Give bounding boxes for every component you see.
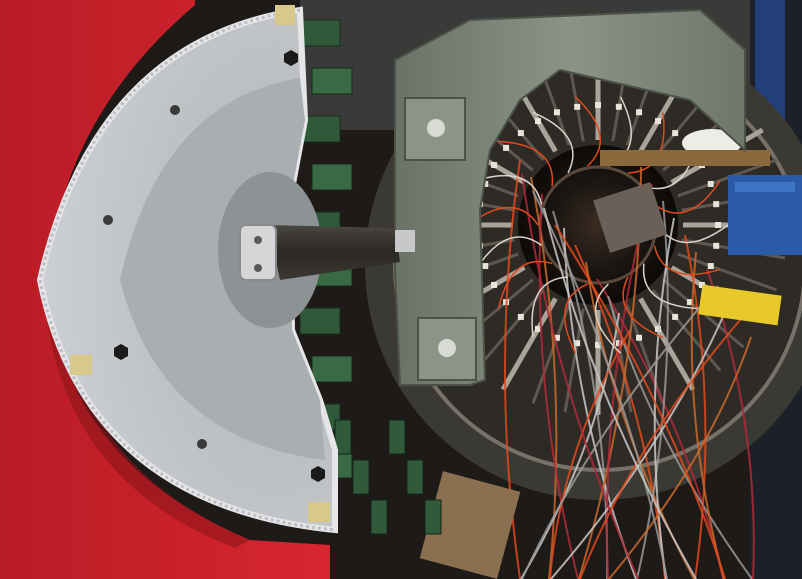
plate-bracket bbox=[275, 5, 295, 25]
red-frame-shadow bbox=[45, 300, 250, 548]
module-label-tag bbox=[535, 325, 541, 332]
beam-pipe bbox=[268, 225, 400, 280]
module-label-tag bbox=[686, 299, 693, 306]
plate-hex-nut bbox=[114, 344, 128, 360]
module-label-tag bbox=[517, 313, 524, 320]
beam-flange-bolt bbox=[254, 236, 262, 244]
module-label-tag bbox=[636, 334, 643, 341]
circuit-board bbox=[311, 163, 353, 191]
yellow-label bbox=[698, 284, 782, 326]
cable bbox=[521, 285, 719, 579]
radial-module bbox=[531, 304, 571, 405]
beam-end-cap bbox=[395, 230, 415, 252]
cable bbox=[563, 283, 588, 354]
blue-box-highlight bbox=[735, 182, 795, 192]
plate-bolt bbox=[197, 439, 207, 449]
cable bbox=[532, 111, 574, 174]
cable bbox=[653, 245, 721, 276]
radial-module bbox=[474, 289, 545, 372]
cable bbox=[653, 180, 721, 214]
cable bbox=[608, 336, 752, 579]
bottom-brass-block bbox=[419, 471, 521, 579]
cable bbox=[497, 260, 553, 309]
beam-flange-bolt bbox=[254, 264, 262, 272]
cable bbox=[579, 319, 741, 579]
module-label-tag bbox=[535, 118, 541, 125]
circuit-board bbox=[424, 499, 442, 535]
brass-support-beam bbox=[600, 150, 770, 166]
circuit-board bbox=[352, 459, 370, 495]
arm-top-bolt bbox=[427, 119, 445, 137]
module-label-tag bbox=[595, 102, 601, 108]
cable bbox=[532, 190, 668, 579]
cable bbox=[642, 263, 698, 310]
circuit-board bbox=[388, 419, 406, 455]
module-label-tag bbox=[574, 103, 581, 110]
module-label-tag bbox=[595, 342, 601, 348]
radial-module bbox=[677, 158, 778, 198]
module-label-tag bbox=[655, 118, 661, 125]
aluminum-foil-edge bbox=[38, 8, 336, 532]
circuit-board bbox=[311, 355, 353, 383]
red-frame bbox=[0, 0, 330, 579]
cable bbox=[538, 193, 579, 579]
circuit-board bbox=[299, 19, 341, 47]
plate-bolt bbox=[103, 215, 113, 225]
module-label-tag bbox=[698, 282, 705, 288]
arm-bottom-bolt bbox=[438, 339, 456, 357]
module-label-tag bbox=[713, 242, 720, 249]
circuit-board bbox=[370, 499, 388, 535]
cable bbox=[531, 276, 569, 338]
module-label-tag bbox=[615, 103, 622, 110]
brass-block bbox=[593, 182, 668, 253]
cable bbox=[622, 276, 664, 339]
module-label-tag bbox=[713, 201, 720, 208]
cable bbox=[520, 312, 620, 579]
gray-support-arm bbox=[394, 8, 746, 386]
plate-bracket bbox=[308, 502, 330, 522]
module-label-tag bbox=[517, 130, 524, 137]
cable bbox=[554, 224, 726, 579]
cable bbox=[498, 140, 554, 187]
module-label-tag bbox=[707, 180, 714, 187]
radial-module bbox=[500, 297, 558, 391]
module-label-tag bbox=[491, 162, 498, 168]
cable bbox=[543, 207, 697, 579]
cable bbox=[594, 283, 622, 354]
module-label-tag bbox=[672, 313, 679, 320]
cable bbox=[550, 302, 730, 579]
module-label-tag bbox=[574, 340, 581, 347]
beam-flange bbox=[239, 224, 277, 281]
module-label-tag bbox=[553, 334, 560, 341]
cable bbox=[521, 173, 639, 579]
module-label-tag bbox=[482, 263, 489, 270]
cable bbox=[549, 329, 631, 579]
module-label-tag bbox=[715, 222, 721, 228]
module-label-tag bbox=[553, 109, 560, 116]
cable bbox=[504, 159, 521, 579]
plate-bracket bbox=[70, 355, 92, 375]
circuit-board bbox=[299, 115, 341, 143]
cable bbox=[690, 251, 725, 579]
module-label-tag bbox=[491, 282, 498, 288]
plate-bolt bbox=[170, 105, 180, 115]
cable bbox=[574, 96, 602, 167]
circuit-board bbox=[334, 419, 352, 455]
circuit-board bbox=[406, 459, 424, 495]
module-label-tag bbox=[707, 263, 714, 270]
plate-hex-nut bbox=[284, 50, 298, 66]
module-label-tag bbox=[503, 144, 510, 151]
module-label-tag bbox=[636, 109, 643, 116]
plate-hex-nut bbox=[311, 466, 325, 482]
circuit-board bbox=[299, 307, 341, 335]
circuit-board bbox=[311, 67, 353, 95]
module-label-tag bbox=[672, 130, 679, 137]
cable bbox=[475, 174, 543, 205]
